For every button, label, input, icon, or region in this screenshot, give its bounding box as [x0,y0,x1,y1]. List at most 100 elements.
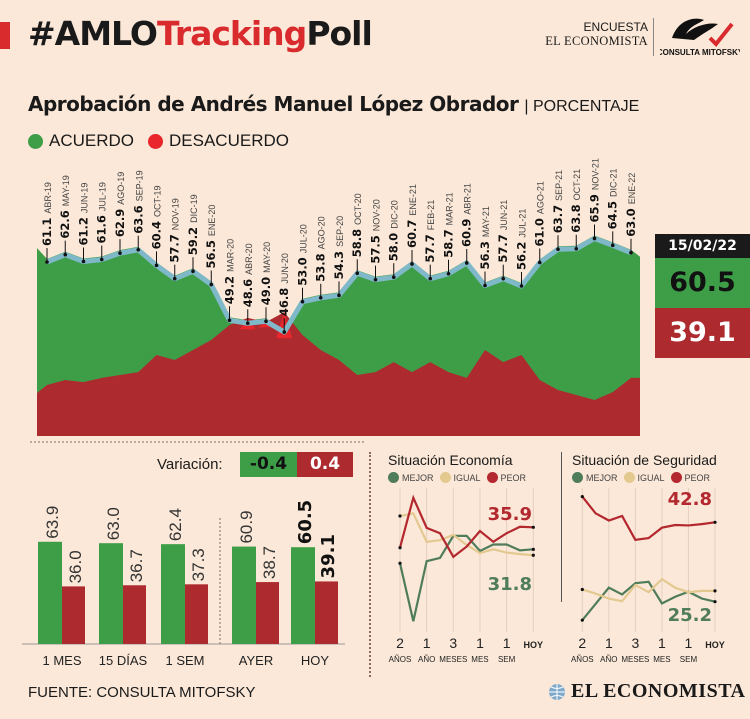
legend-label: MEJOR [586,472,618,483]
bar-label-acuerdo: 60.5 [295,500,316,544]
data-point [282,330,287,334]
data-label: 56.3 MAY-21 [478,206,492,269]
x-tick-number: 1 [605,635,613,651]
current-date: 15/02/22 [655,234,750,258]
line-start-point [398,561,402,565]
data-point [537,260,542,265]
data-point [81,259,86,264]
line-start-point [398,546,402,550]
globe-icon [549,683,565,700]
bar-acuerdo [99,543,123,644]
legend-dot-peor [670,472,682,483]
seguridad-legend: MEJOR IGUAL PEOR [572,472,710,483]
data-label: 57.7 JUN-21 [496,200,510,263]
x-tick-unit: AÑO [418,655,435,664]
x-tick-unit: AÑOS [571,655,594,664]
data-label: 58.7 MAR-21 [442,192,456,257]
data-label: 64.5 DIC-21 [606,168,620,229]
data-point [464,261,469,265]
comparison-bar-chart: 63.936.0 1 MES 63.036.7 15 DÍAS 62.437.3 1 SE… [22,500,345,668]
legend-label: MEJOR [402,472,434,483]
legend-dot-mejor [572,472,583,483]
annotation-mejor: 25.2 [668,605,712,626]
data-label: 53.0 JUL-20 [296,224,310,285]
annotation-mejor: 31.8 [488,574,532,595]
data-point [501,276,506,281]
data-label: 60.9 ABR-21 [460,183,474,247]
current-acuerdo: 60.5 [655,258,750,308]
bar-category: 1 MES [42,653,81,668]
x-tick-number: 2 [396,635,404,651]
data-point [574,246,579,251]
x-tick-unit: AÑO [600,655,617,664]
line-start-point [580,587,584,592]
data-point [355,271,360,276]
x-tick-unit: MES [471,655,488,664]
x-tick-number: 3 [631,635,639,651]
data-point [63,252,68,257]
data-label: 49.2 MAR-20 [223,239,237,304]
approval-area-chart: 61.1 ABR-19 62.6 MAY-19 61.2 JUN-19 61.6 JU… [30,158,640,443]
variacion-label: Variación: [157,456,223,473]
data-point [391,275,396,279]
annotation-peor: 42.8 [668,489,712,510]
legend-label: PEOR [684,472,711,483]
data-label: 60.7 ENE-21 [405,184,419,248]
line-end-point [531,553,535,557]
desacuerdo-area [37,312,640,436]
legend-dot-acuerdo [28,133,43,149]
data-label: 59.2 DIC-19 [186,194,200,255]
bar-desacuerdo [315,581,338,644]
annotation-peor: 35.9 [488,504,532,525]
bar-desacuerdo [62,586,85,644]
x-tick-number: 1 [423,635,431,651]
title-part: Poll [306,14,372,53]
data-point [227,318,232,323]
bar-category: AYER [239,653,273,668]
line-mejor [581,580,716,621]
section-divider [369,452,371,677]
line-start-point [580,618,584,622]
x-tick-number: 1 [685,635,693,651]
minichart-divider [561,452,562,602]
data-label: 49.0 MAY-20 [259,242,273,305]
el-economista-logo: EL ECONOMISTA [548,680,746,703]
bar-label-desacuerdo: 39.1 [318,534,339,578]
x-tick-unit: MES [653,655,670,664]
data-label: 57.5 NOV-20 [369,199,383,263]
bar-acuerdo [38,541,62,644]
encuesta-logo: ENCUESTA EL ECONOMISTA [540,20,648,48]
data-label: 62.6 MAY-19 [58,175,72,238]
data-point [483,283,487,288]
data-label: 54.3 SEP-20 [332,216,346,279]
line-end-point [531,547,535,551]
data-point [410,262,414,266]
x-tick-unit: SEM [498,655,516,664]
x-tick-number: 2 [578,635,586,651]
legend-label: PEOR [500,472,527,483]
data-point [245,321,250,326]
data-label: 61.1 ABR-19 [40,182,54,246]
x-tick-unit: AÑOS [389,655,412,664]
variacion-acuerdo: -0.4 [240,452,297,477]
title-part: #AMLO [28,14,158,53]
data-label: 57.7 NOV-19 [168,198,182,262]
data-label: 53.8 AGO-20 [314,216,328,281]
bar-acuerdo [161,544,185,644]
data-label: 62.9 AGO-19 [113,172,127,237]
data-label: 63.8 OCT-21 [569,169,583,233]
legend-dot-mejor [388,472,399,483]
data-point [300,299,305,304]
data-point [264,319,268,324]
chart-title-text: Aprobación de Andrés Manuel López Obrado… [28,92,519,116]
legend-label-desacuerdo: DESACUERDO [169,131,289,150]
bar-desacuerdo [256,582,279,644]
legend: ACUERDO DESACUERDO [28,131,289,151]
data-label: 63.7 SEP-21 [551,170,565,233]
data-point [99,257,104,262]
bar-category: 15 DÍAS [99,653,148,668]
data-point [556,247,560,252]
data-point [592,236,597,241]
bar-category: HOY [301,653,330,668]
data-label: 48.6 ABR-20 [241,243,255,307]
